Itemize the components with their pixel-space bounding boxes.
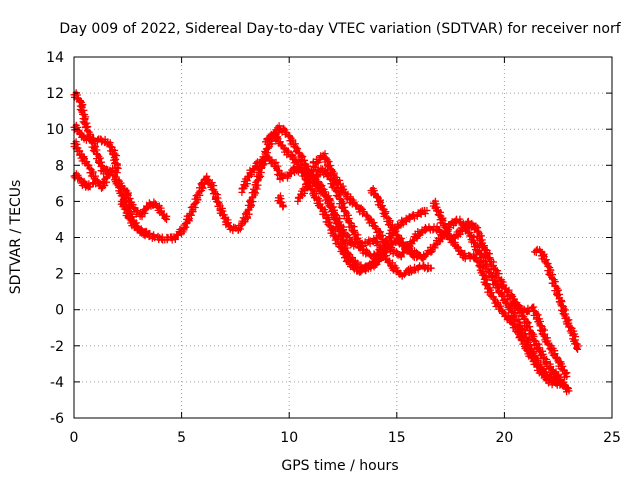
series-track-12 (367, 185, 424, 260)
data-point-markers (429, 197, 571, 393)
y-tick-label: 4 (55, 231, 64, 247)
series-track-13 (429, 197, 571, 393)
x-axis-label: GPS time / hours (281, 458, 398, 474)
data-point-markers (309, 164, 564, 386)
y-tick-label: 12 (46, 86, 64, 102)
data-point-markers (117, 195, 154, 239)
data-point-markers (113, 177, 171, 223)
x-tick-label: 0 (70, 430, 79, 446)
series-track-14 (507, 298, 571, 381)
data-point-markers (507, 298, 571, 381)
data-point-markers (367, 185, 424, 260)
x-tick-label: 20 (495, 430, 513, 446)
y-tick-label: -4 (50, 375, 64, 391)
x-tick-label: 15 (388, 430, 406, 446)
y-tick-label: 0 (55, 303, 64, 319)
y-tick-label: 8 (55, 158, 64, 174)
data-points (70, 89, 582, 396)
data-point-markers (531, 245, 582, 353)
series-track-11 (309, 164, 564, 386)
series-track-5 (113, 177, 171, 223)
y-tick-label: 6 (55, 194, 64, 210)
series-track-10 (294, 150, 573, 396)
x-tick-label: 25 (603, 430, 621, 446)
chart-title: Day 009 of 2022, Sidereal Day-to-day VTE… (59, 21, 621, 37)
y-axis-label: SDTVAR / TECUs (8, 180, 24, 295)
axis-ticks: 0 5 10 15 20 25 -6 -4 -2 0 2 4 6 8 10 12 14 (46, 50, 621, 446)
series-track-6 (117, 195, 154, 239)
y-tick-label: -2 (50, 339, 64, 355)
series-track-9 (274, 192, 287, 211)
y-tick-label: 10 (46, 122, 64, 138)
x-tick-label: 10 (280, 430, 298, 446)
series-track-15 (531, 245, 582, 353)
data-point-markers (274, 192, 287, 211)
data-point-markers (294, 150, 573, 396)
y-tick-label: 14 (46, 50, 64, 66)
y-tick-label: -6 (50, 411, 64, 427)
x-tick-label: 5 (177, 430, 186, 446)
y-tick-label: 2 (55, 267, 64, 283)
